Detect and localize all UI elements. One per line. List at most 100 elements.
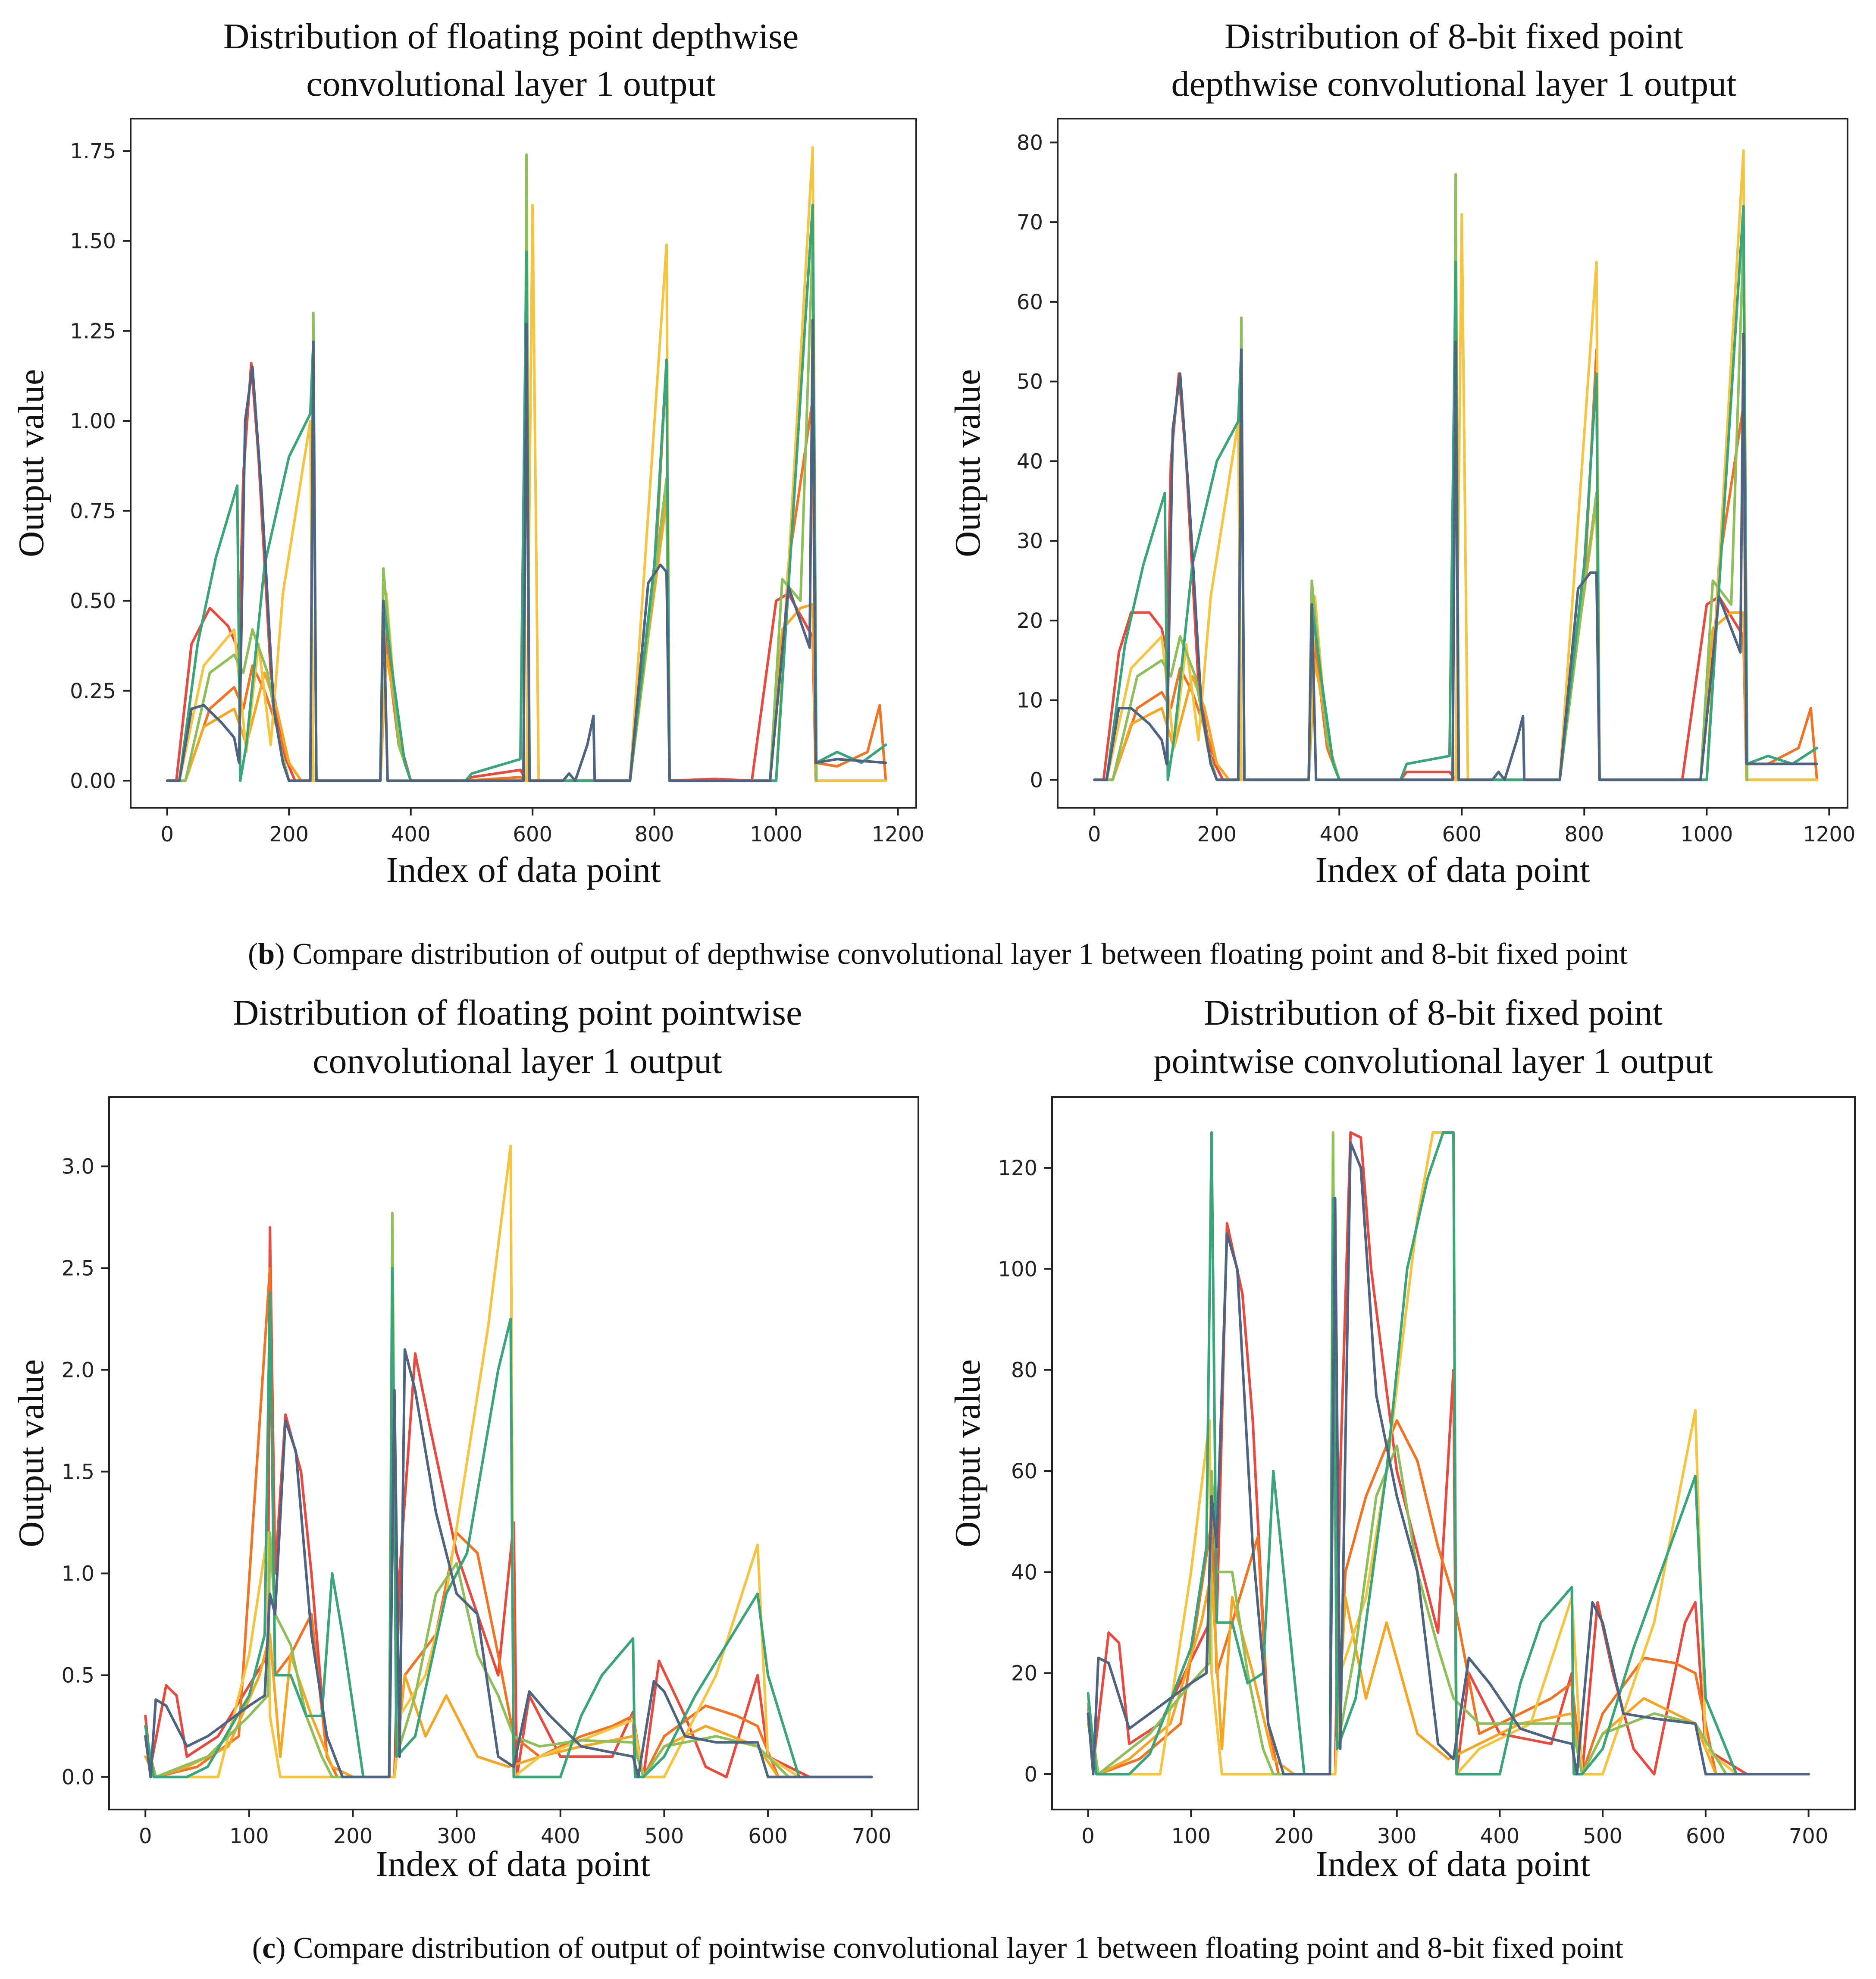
panel-fixed-depthwise: Distribution of 8-bit fixed point depthw… [948,16,1855,890]
chart-title-line-1: Distribution of 8-bit fixed point [1204,993,1663,1033]
y-axis-label: Output value [11,369,51,557]
y-tick-label: 3.0 [62,1154,94,1179]
series-layer [1093,149,1818,781]
y-tick-label: 1.50 [70,229,116,254]
y-tick-label: 50 [1017,370,1043,394]
x-axis-label: Index of data point [376,1844,651,1884]
series-layer [144,1145,873,1778]
x-tick-label: 300 [437,1824,476,1848]
y-tick-label: 40 [1011,1560,1037,1584]
x-tick-label: 600 [513,822,552,847]
chart-title-line-2: convolutional layer 1 output [306,64,715,104]
y-tick-label: 1.0 [62,1562,94,1586]
y-tick-label: 20 [1011,1662,1037,1686]
x-tick-label: 700 [852,1824,892,1848]
y-tick-label: 100 [998,1257,1037,1281]
x-tick-label: 100 [1171,1824,1211,1848]
caption-b: (b) Compare distribution of output of de… [248,938,1628,971]
x-tick-label: 200 [1274,1824,1314,1848]
tick-layer: 0 100 200 300 400 500 600 700 0.0 0.5 1.0 1.5 2.0 2.5… [62,1154,892,1848]
chart-title-line-1: Distribution of floating point pointwise [233,993,802,1033]
x-tick-label: 0 [1081,1824,1095,1848]
x-tick-label: 800 [1565,822,1604,847]
y-tick-label: 40 [1017,449,1043,474]
tick-layer: 0 200 400 600 800 1000 1200 0.00 0.25 0.50 0.75 1.0… [70,139,924,847]
x-axis-label: Index of data point [386,850,661,890]
series-layer [166,146,887,782]
y-tick-label: 10 [1017,689,1043,713]
x-tick-label: 200 [1197,822,1237,847]
y-tick-label: 60 [1011,1459,1037,1483]
x-tick-label: 200 [333,1824,373,1848]
y-tick-label: 30 [1017,529,1043,553]
plot-frame [1057,118,1848,809]
y-tick-label: 60 [1017,290,1043,314]
x-tick-label: 700 [1789,1824,1829,1848]
caption-c-label: c [262,1932,276,1965]
x-tick-label: 400 [1319,822,1359,847]
panel-float-pointwise: Distribution of floating point pointwise… [11,993,919,1884]
y-tick-label: 2.5 [62,1256,94,1280]
panel-float-depthwise: Distribution of floating point depthwise… [11,16,924,890]
x-tick-label: 300 [1377,1824,1417,1848]
x-tick-label: 1200 [872,822,924,847]
caption-c-text: Compare distribution of output of pointw… [293,1932,1624,1965]
plot-frame [130,118,917,809]
y-tick-label: 0.5 [62,1663,94,1687]
y-axis-label: Output value [11,1359,51,1547]
chart-title-line-1: Distribution of floating point depthwise [223,16,799,56]
x-axis-label: Index of data point [1315,850,1590,890]
caption-c: (c) Compare distribution of output of po… [252,1932,1624,1965]
x-tick-label: 0 [160,822,174,847]
y-tick-label: 0.50 [70,589,116,613]
x-tick-label: 400 [541,1824,580,1848]
y-tick-label: 0 [1024,1763,1037,1787]
x-tick-label: 500 [1583,1824,1622,1848]
y-tick-label: 1.75 [70,139,116,163]
series-line-ch-green [1087,1131,1738,1775]
chart-title-line-1: Distribution of 8-bit fixed point [1225,16,1683,56]
x-tick-label: 600 [1442,822,1481,847]
series-line-ch-green [144,1267,801,1778]
panel-fixed-pointwise: Distribution of 8-bit fixed point pointw… [948,993,1856,1884]
y-tick-label: 80 [1011,1358,1037,1383]
x-tick-label: 0 [1088,822,1101,847]
x-tick-label: 800 [635,822,674,847]
x-tick-label: 400 [1480,1824,1520,1848]
series-line-ch-slate [1093,332,1818,781]
x-tick-label: 400 [391,822,431,847]
y-tick-label: 0.25 [70,679,116,703]
caption-b-text: Compare distribution of output of depthw… [292,938,1628,971]
y-tick-label: 80 [1017,131,1043,155]
y-tick-label: 1.5 [62,1460,94,1484]
y-tick-label: 0.75 [70,499,116,524]
tick-layer: 0 200 400 600 800 1000 1200 0 10 20 30 40 50 60 70 80 [1017,131,1856,847]
series-line-ch-slate [166,319,887,782]
tick-layer: 0 100 200 300 400 500 600 700 0 20 40 60 80 100 120 [998,1156,1828,1848]
chart-title-line-2: convolutional layer 1 output [313,1041,722,1081]
x-tick-label: 600 [748,1824,788,1848]
plot-frame [108,1096,919,1810]
y-tick-label: 1.00 [70,409,116,433]
chart-title-line-2: depthwise convolutional layer 1 output [1171,64,1736,104]
x-tick-label: 1000 [750,822,802,847]
x-tick-label: 1000 [1680,822,1733,847]
y-tick-label: 20 [1017,609,1043,633]
series-layer [1087,1131,1810,1775]
caption-b-label: b [258,938,275,971]
series-line-ch-yellow [144,1145,801,1778]
y-tick-label: 70 [1017,210,1043,235]
x-tick-label: 100 [229,1824,269,1848]
series-line-ch-slate [144,1348,873,1778]
y-tick-label: 0 [1030,768,1043,792]
y-axis-label: Output value [948,369,988,557]
x-tick-label: 1200 [1803,822,1855,847]
y-axis-label: Output value [948,1359,988,1547]
y-tick-label: 1.25 [70,319,116,343]
plot-frame [1051,1096,1856,1810]
y-tick-label: 2.0 [62,1358,94,1382]
x-tick-label: 0 [139,1824,152,1848]
series-line-ch-red [144,1226,811,1778]
x-tick-label: 500 [645,1824,684,1848]
